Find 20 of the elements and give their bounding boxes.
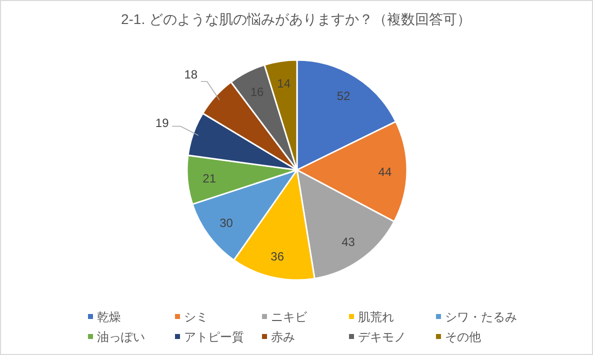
data-label: 21 <box>202 172 216 186</box>
data-label: 18 <box>184 68 198 82</box>
legend-label: 肌荒れ <box>358 310 394 324</box>
legend-label: 乾燥 <box>97 310 121 324</box>
data-label: 44 <box>378 164 392 179</box>
data-label: 36 <box>270 249 284 264</box>
legend-label: 赤み <box>271 330 295 344</box>
chart-title: 2-1. どのような肌の悩みがありますか？（複数回答可） <box>120 11 472 27</box>
data-label: 14 <box>277 76 291 90</box>
data-label: 30 <box>220 216 234 230</box>
data-label: 19 <box>155 116 170 130</box>
data-label: 52 <box>336 88 351 103</box>
legend-label: その他 <box>445 330 481 344</box>
legend-label: シミ <box>184 310 208 324</box>
legend-label: アトピー質 <box>184 330 244 344</box>
legend-label: デキモノ <box>358 330 406 344</box>
legend-label: ニキビ <box>271 310 308 324</box>
data-label: 43 <box>342 235 356 250</box>
legend-label: シワ・たるみ <box>445 310 517 324</box>
legend-label: 油っぽい <box>97 330 145 344</box>
